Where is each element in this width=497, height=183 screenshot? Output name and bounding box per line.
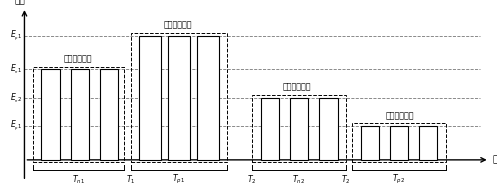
Bar [419, 126, 437, 160]
Text: 飞秒脉冲序列: 飞秒脉冲序列 [64, 54, 92, 63]
Bar [319, 98, 337, 160]
Bar [71, 69, 89, 160]
Text: $T_{n2}$: $T_{n2}$ [292, 173, 305, 183]
Bar [260, 98, 279, 160]
Bar [100, 69, 118, 160]
Bar [131, 33, 227, 162]
Bar [352, 124, 446, 162]
Text: 时间: 时间 [492, 155, 497, 164]
Bar [41, 69, 60, 160]
Bar [33, 67, 124, 162]
Text: 皮秒脉冲序列: 皮秒脉冲序列 [385, 111, 414, 120]
Bar [168, 36, 190, 160]
Text: $E_{_n2}$: $E_{_n2}$ [10, 91, 22, 104]
Text: $T_2$: $T_2$ [341, 173, 351, 183]
Text: 能量: 能量 [14, 0, 25, 5]
Bar [390, 126, 408, 160]
Text: $T_1$: $T_1$ [126, 173, 135, 183]
Text: $E_{_p1}$: $E_{_p1}$ [10, 119, 22, 133]
Text: $T_{p2}$: $T_{p2}$ [392, 173, 405, 183]
Text: $T_2$: $T_2$ [247, 173, 256, 183]
Text: $E_{_n1}$: $E_{_n1}$ [10, 63, 22, 76]
Text: 飞秒脉冲序列: 飞秒脉冲序列 [283, 83, 312, 92]
Bar [360, 126, 379, 160]
Text: $T_{n1}$: $T_{n1}$ [72, 173, 85, 183]
Bar [252, 95, 346, 162]
Text: $E_{_p1}$: $E_{_p1}$ [10, 28, 22, 43]
Bar [290, 98, 309, 160]
Bar [139, 36, 161, 160]
Text: $T_{p1}$: $T_{p1}$ [172, 173, 185, 183]
Text: 皮秒脉冲序列: 皮秒脉冲序列 [164, 20, 192, 29]
Bar [197, 36, 219, 160]
